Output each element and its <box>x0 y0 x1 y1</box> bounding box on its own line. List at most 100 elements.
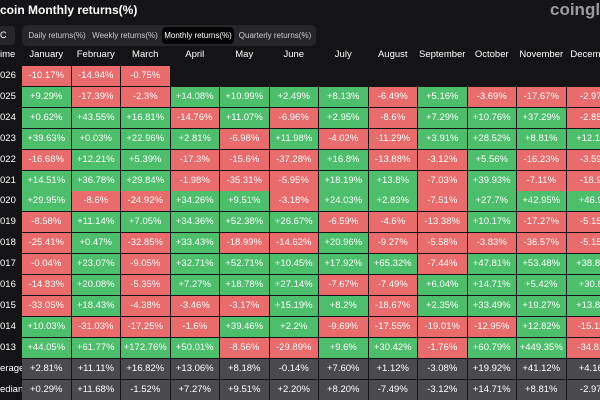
return-cell: +34.36% <box>170 212 219 233</box>
coin-selector[interactable]: C <box>0 26 15 45</box>
return-cell: -3.46% <box>170 295 219 316</box>
return-cell: -31.03% <box>71 316 120 337</box>
return-cell: -19.01% <box>418 316 467 337</box>
return-cell: +11.14% <box>71 212 120 233</box>
return-cell: +30.8 <box>566 275 600 295</box>
return-cell: -3.18% <box>269 191 318 212</box>
return-cell: -3.17% <box>220 295 269 316</box>
row-label: 018 <box>0 237 16 249</box>
return-cell: -8.58% <box>22 212 71 233</box>
return-cell: -5.15 <box>566 233 600 254</box>
return-cell: +8.81% <box>517 128 566 149</box>
return-cell: +41.12% <box>517 358 566 379</box>
return-cell: -7.67% <box>319 275 368 295</box>
return-cell: +10.99% <box>220 86 269 107</box>
return-cell: -3.12% <box>418 149 467 170</box>
return-cell: -11.29% <box>368 128 417 149</box>
tab-bar: Daily returns(%) Weekly returns(%) Monthly… <box>22 25 316 46</box>
tab[interactable]: Quarterly returns(%) <box>238 31 312 40</box>
return-cell: +2.20% <box>269 379 318 400</box>
return-cell: -2.3% <box>121 86 170 107</box>
return-cell: +0.29% <box>22 379 71 400</box>
column-header: ime <box>0 49 16 60</box>
return-cell: +19.27% <box>517 295 566 316</box>
return-cell: +8.81% <box>517 379 566 400</box>
row-label: 016 <box>0 279 16 290</box>
return-cell: +11.07% <box>220 107 269 128</box>
return-cell: -8.6% <box>71 191 120 212</box>
return-cell: +0.47% <box>71 233 120 254</box>
return-cell: +7.29% <box>418 107 467 128</box>
return-cell: +36.78% <box>71 170 120 191</box>
return-cell: +5.42% <box>517 275 566 295</box>
return-cell: -4.02% <box>319 128 368 149</box>
return-cell: +0.62% <box>22 107 71 128</box>
row-label: edian <box>0 383 22 395</box>
return-cell: +39.46% <box>220 316 269 337</box>
return-cell: +10.17% <box>467 212 516 233</box>
tab[interactable]: Weekly returns(%) <box>92 31 158 40</box>
return-cell: -0.04% <box>22 254 71 275</box>
return-cell: +30.42% <box>368 337 417 358</box>
return-cell: -13.38% <box>418 212 467 233</box>
return-cell: +43.55% <box>71 107 120 128</box>
column-header: June <box>283 49 305 60</box>
return-cell: -15.11 <box>566 316 600 337</box>
return-cell: +29.84% <box>121 170 170 191</box>
return-cell: -24.92% <box>121 191 170 212</box>
return-cell: +14.51% <box>22 170 71 191</box>
return-cell: -7.03% <box>418 170 467 191</box>
return-cell: +52.38% <box>220 212 269 233</box>
return-cell: +20.96% <box>319 233 368 254</box>
return-cell: +33.49% <box>467 295 516 316</box>
return-cell: +14.71% <box>467 275 516 295</box>
return-cell: -3.83% <box>467 233 516 254</box>
row-label: 017 <box>0 258 16 270</box>
row-label: 023 <box>0 132 16 144</box>
return-cell: -17.25% <box>121 316 170 337</box>
return-cell: -7.49% <box>368 379 417 400</box>
return-cell: -3.59 <box>566 149 600 170</box>
return-cell: -8.56% <box>220 337 269 358</box>
return-cell: +24.03% <box>319 191 368 212</box>
return-cell: -36.57% <box>517 233 566 254</box>
tab[interactable]: Monthly returns(%) <box>162 27 234 44</box>
tab[interactable]: Daily returns(%) <box>28 31 86 40</box>
return-cell: -14.83% <box>22 275 71 295</box>
return-cell: -17.67% <box>517 86 566 107</box>
return-cell: -10.17% <box>22 66 71 86</box>
return-cell: +9.51% <box>220 191 269 212</box>
return-cell: +50.01% <box>170 337 219 358</box>
return-cell: +27.14% <box>269 275 318 295</box>
return-cell: +5.56% <box>467 149 516 170</box>
return-cell: +47.81% <box>467 254 516 275</box>
return-cell: +7.27% <box>170 379 219 400</box>
return-cell: +53.48% <box>517 254 566 275</box>
return-cell: -1.6% <box>170 316 219 337</box>
return-cell: +52.71% <box>220 254 269 275</box>
column-header: November <box>519 49 564 60</box>
row-label: 013 <box>0 341 16 353</box>
return-cell: -6.59% <box>319 212 368 233</box>
return-cell: -32.85% <box>121 233 170 254</box>
return-cell: +2.83% <box>368 191 417 212</box>
return-cell: +2.35% <box>418 295 467 316</box>
return-cell: -7.51% <box>418 191 467 212</box>
return-cell: +33.43% <box>170 233 219 254</box>
return-cell: -14.76% <box>170 107 219 128</box>
return-cell: +22.96% <box>121 128 170 149</box>
return-cell: +14.71% <box>467 379 516 400</box>
column-header: January <box>29 49 64 60</box>
return-cell: +9.6% <box>319 337 368 358</box>
row-label: 014 <box>0 320 16 332</box>
return-cell: -5.58% <box>418 233 467 254</box>
return-cell: -15.6% <box>220 149 269 170</box>
return-cell: +38.89 <box>566 254 600 275</box>
column-header: July <box>334 49 352 60</box>
return-cell: -2.97 <box>566 86 600 107</box>
return-cell: -1.52% <box>121 379 170 400</box>
return-cell: +19.92% <box>467 358 516 379</box>
return-cell: +17.92% <box>319 254 368 275</box>
return-cell: +9.51% <box>220 379 269 400</box>
